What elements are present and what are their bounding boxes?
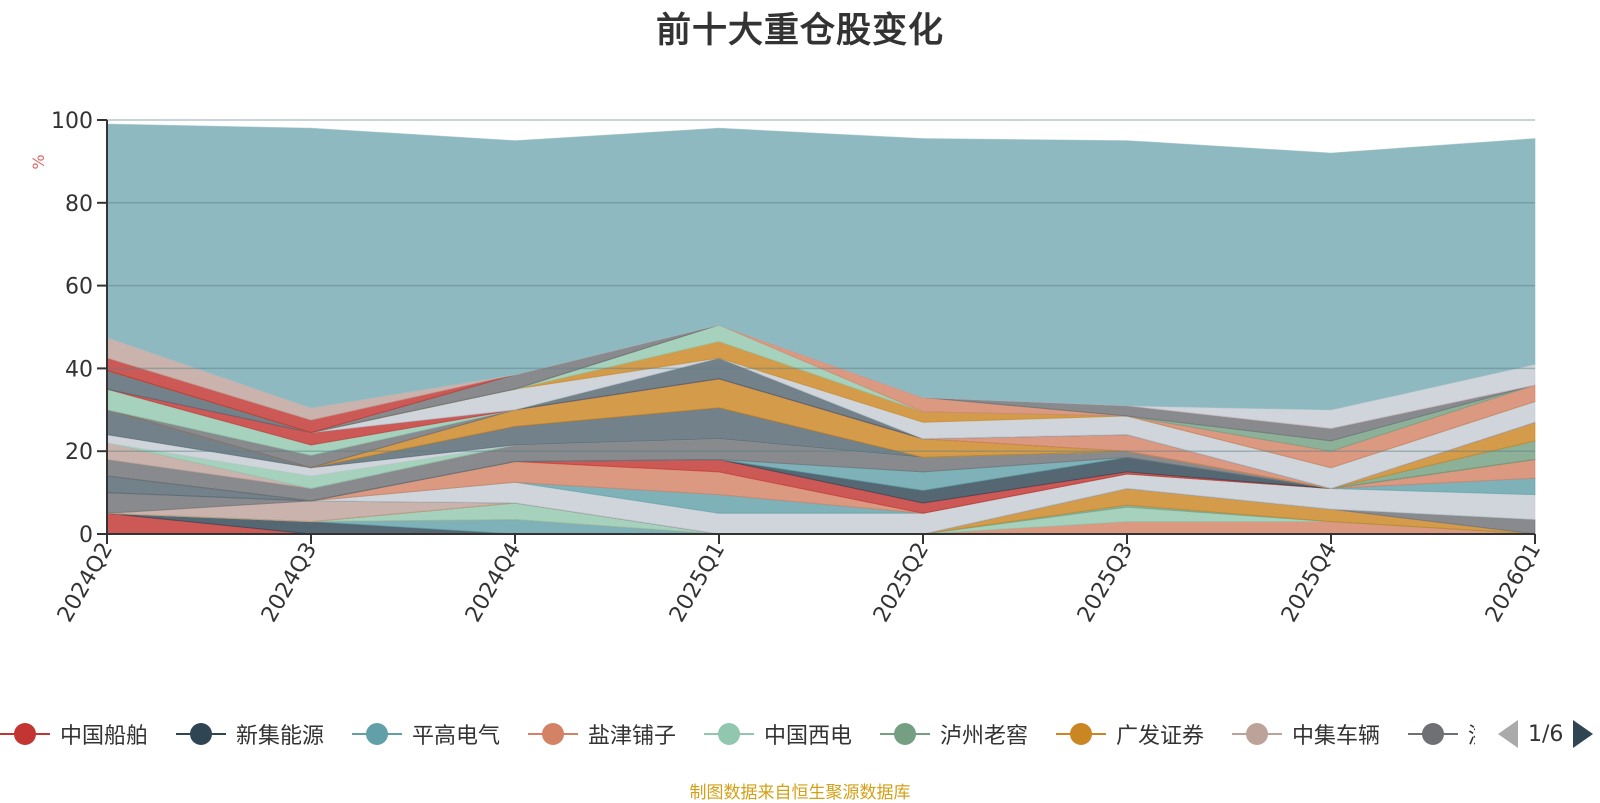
y-tick-label-5: 100 bbox=[51, 109, 93, 134]
legend-label: 平高电气 bbox=[412, 724, 501, 749]
legend-marker-icon bbox=[704, 716, 754, 752]
legend-item-2[interactable]: 平高电气 bbox=[352, 716, 500, 752]
legend-page-indicator: 1/6 bbox=[1528, 721, 1564, 747]
legend-prev-page-icon[interactable] bbox=[1498, 720, 1518, 748]
area-series-layer: 中国船舶新集能源平高电气盐津铺子中国西电泸州老窖广发证券中集车辆浙江鼎力紫金矿业… bbox=[106, 123, 1536, 535]
x-tick-label-5: 2025Q3 bbox=[1073, 539, 1138, 627]
x-tick-label-4: 2025Q2 bbox=[869, 539, 934, 627]
chart-title: 前十大重仓股变化 bbox=[655, 11, 944, 51]
legend-item-5[interactable]: 泸州老窖 bbox=[880, 716, 1028, 752]
legend-next-page-icon[interactable] bbox=[1573, 720, 1594, 748]
y-tick-label-4: 80 bbox=[65, 192, 93, 217]
legend-marker-icon bbox=[880, 716, 930, 752]
legend: 中国船舶 新集能源 平高电气 盐津铺子 中国西电 泸州老窖 广发证券 中集车辆 浙江鼎力 bbox=[0, 716, 1475, 752]
legend-marker-icon bbox=[1232, 716, 1282, 752]
y-axis-label: % bbox=[29, 154, 48, 169]
x-tick-label-6: 2025Q4 bbox=[1277, 539, 1342, 627]
legend-marker-icon bbox=[528, 716, 578, 752]
legend-item-0[interactable]: 中国船舶 bbox=[0, 716, 148, 752]
x-tick-label-0: 2024Q2 bbox=[53, 539, 118, 627]
legend-label: 中国西电 bbox=[764, 724, 853, 749]
source-note: 制图数据来自恒生聚源数据库 bbox=[689, 783, 911, 803]
legend-pager: 1/6 bbox=[1498, 716, 1594, 752]
x-tick-label-7: 2026Q1 bbox=[1481, 539, 1546, 627]
legend-marker-icon bbox=[0, 716, 50, 752]
legend-item-8[interactable]: 浙江鼎力 bbox=[1408, 716, 1475, 752]
legend-marker-icon bbox=[1056, 716, 1106, 752]
legend-item-4[interactable]: 中国西电 bbox=[704, 716, 852, 752]
legend-label: 广发证券 bbox=[1116, 724, 1205, 749]
legend-label: 新集能源 bbox=[236, 724, 325, 749]
y-tick-label-0: 0 bbox=[79, 523, 93, 548]
legend-marker-icon bbox=[1408, 716, 1458, 752]
legend-item-6[interactable]: 广发证券 bbox=[1056, 716, 1204, 752]
legend-marker-icon bbox=[176, 716, 226, 752]
legend-item-7[interactable]: 中集车辆 bbox=[1232, 716, 1380, 752]
x-tick-label-2: 2024Q4 bbox=[461, 539, 526, 627]
legend-marker-icon bbox=[352, 716, 402, 752]
legend-label: 盐津铺子 bbox=[588, 724, 677, 749]
legend-label: 中集车辆 bbox=[1292, 724, 1381, 749]
x-tick-label-1: 2024Q3 bbox=[257, 539, 322, 627]
legend-label: 浙江鼎力 bbox=[1468, 718, 1475, 750]
y-tick-label-1: 20 bbox=[65, 440, 93, 465]
legend-item-1[interactable]: 新集能源 bbox=[176, 716, 324, 752]
x-tick-label-3: 2025Q1 bbox=[665, 539, 730, 627]
legend-label: 中国船舶 bbox=[60, 724, 149, 749]
y-tick-label-2: 40 bbox=[65, 357, 93, 382]
legend-item-3[interactable]: 盐津铺子 bbox=[528, 716, 676, 752]
area-series-38: 其他 bbox=[106, 123, 1536, 411]
legend-label: 泸州老窖 bbox=[940, 724, 1029, 749]
y-tick-label-3: 60 bbox=[65, 275, 93, 300]
